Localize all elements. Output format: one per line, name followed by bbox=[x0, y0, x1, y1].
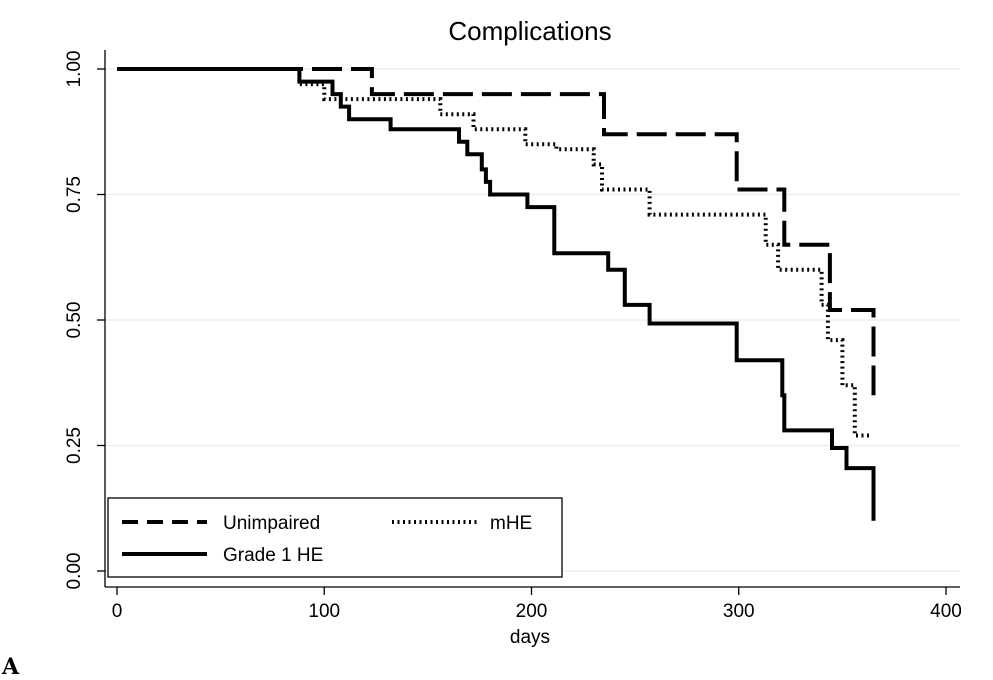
x-tick-label: 100 bbox=[308, 601, 340, 622]
series-line-grade-1-he bbox=[117, 67, 876, 521]
axes: 0.00 0.25 0.50 0.75 1.00 0 100 200 300 400 bbox=[64, 50, 962, 622]
y-tick-label: 0.25 bbox=[64, 427, 85, 464]
panel-label: A bbox=[2, 654, 20, 680]
series-line-unimpaired bbox=[117, 67, 876, 396]
legend-frame bbox=[107, 497, 563, 578]
x-tick-label: 300 bbox=[723, 601, 755, 622]
legend-label-unimpaired: Unimpaired bbox=[223, 513, 320, 534]
series-layer bbox=[117, 67, 876, 521]
y-tick-label: 1.00 bbox=[64, 51, 85, 88]
legend: Unimpaired mHE Grade 1 HE bbox=[107, 497, 563, 578]
series-line-mhe bbox=[117, 67, 872, 438]
y-tick-label: 0.75 bbox=[64, 176, 85, 213]
x-tick-label: 200 bbox=[516, 601, 548, 622]
y-tick-label: 0.50 bbox=[64, 302, 85, 339]
x-tick-label: 400 bbox=[930, 601, 962, 622]
legend-label-grade1he: Grade 1 HE bbox=[223, 545, 323, 566]
legend-label-mhe: mHE bbox=[490, 513, 532, 534]
y-tick-label: 0.00 bbox=[64, 553, 85, 590]
x-axis-label: days bbox=[510, 627, 550, 648]
chart-title: Complications bbox=[448, 16, 611, 46]
x-tick-label: 0 bbox=[112, 601, 123, 622]
